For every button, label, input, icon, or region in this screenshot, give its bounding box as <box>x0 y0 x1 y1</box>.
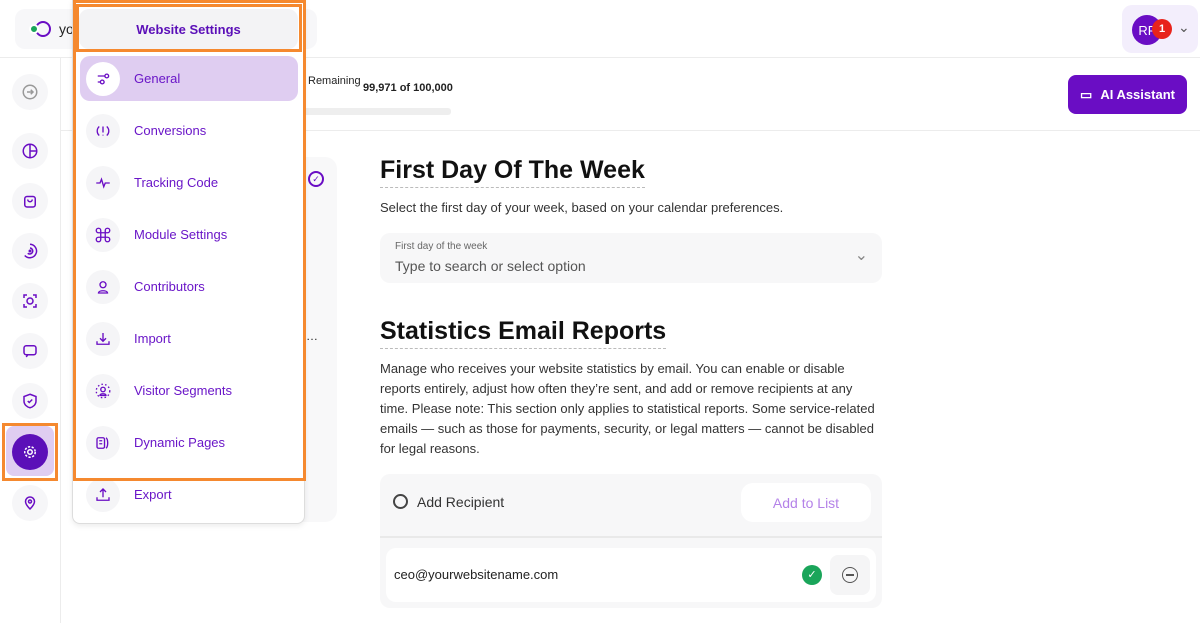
sidebar-item-recordings[interactable] <box>12 283 48 319</box>
menu-item-label: Import <box>134 331 171 346</box>
sidebar-rail <box>0 58 61 623</box>
menu-item-import[interactable]: Import <box>80 316 298 361</box>
menu-item-module-settings[interactable]: Module Settings <box>80 212 298 257</box>
usage-progress-bar <box>300 108 451 115</box>
menu-item-general[interactable]: General <box>80 56 298 101</box>
menu-item-label: Module Settings <box>134 227 228 242</box>
check-circle-icon: ✓ <box>308 171 324 187</box>
ai-assistant-button[interactable]: ▭ AI Assistant <box>1068 75 1187 114</box>
chat-icon <box>23 345 37 358</box>
week-description: Select the first day of your week, based… <box>380 200 784 215</box>
menu-item-conversions[interactable]: Conversions <box>80 108 298 153</box>
menu-item-contributors[interactable]: Contributors <box>80 264 298 309</box>
bag-icon <box>24 195 36 208</box>
sidebar-item-settings[interactable] <box>12 434 48 470</box>
download-icon <box>96 332 110 345</box>
menu-items-highlight <box>73 0 306 481</box>
minus-circle-icon <box>842 567 858 583</box>
usage-value: 99,971 of 100,000 <box>363 82 453 94</box>
shield-icon <box>23 393 37 409</box>
menu-item-label: Visitor Segments <box>134 383 233 398</box>
field-label: First day of the week <box>395 241 488 252</box>
recipient-row: ceo@yourwebsitename.com ✓ <box>386 548 876 602</box>
pages-icon <box>96 436 109 449</box>
sidebar-item-feedback[interactable] <box>12 333 48 369</box>
menu-item-visitor-segments[interactable]: Visitor Segments <box>80 368 298 413</box>
command-icon <box>95 227 111 242</box>
chevron-down-icon: ⌄ <box>1178 19 1190 35</box>
pulse-icon <box>96 176 110 189</box>
remove-recipient-button[interactable] <box>830 555 870 595</box>
focus-icon <box>23 294 37 308</box>
ai-assistant-label: AI Assistant <box>1100 87 1175 102</box>
sub-header <box>61 58 1200 131</box>
settings-highlight <box>2 423 58 481</box>
globe-icon <box>393 494 408 509</box>
sidebar-item-locations[interactable] <box>12 485 48 521</box>
reports-title: Statistics Email Reports <box>380 317 667 349</box>
menu-item-tracking-code[interactable]: Tracking Code <box>80 160 298 205</box>
menu-item-dynamic-pages[interactable]: Dynamic Pages <box>80 420 298 465</box>
recipients-panel: Add Recipient Add to List ceo@yourwebsit… <box>380 474 882 608</box>
user-menu[interactable]: RF 1 ⌄ <box>1122 5 1198 53</box>
user-icon <box>97 280 109 294</box>
sidebar-item-dashboard[interactable] <box>12 133 48 169</box>
menu-item-label: General <box>134 71 181 86</box>
recipient-email: ceo@yourwebsitename.com <box>394 567 559 582</box>
sidebar-item-heatmaps[interactable] <box>12 233 48 269</box>
first-day-select[interactable]: First day of the week Type to search or … <box>380 233 882 283</box>
chevron-down-icon: ⌄ <box>854 247 868 264</box>
reports-description: Manage who receives your website statist… <box>380 361 875 456</box>
settings-nav-card: ✓ … <box>300 157 337 522</box>
arrow-right-circle-icon <box>22 84 38 100</box>
menu-item-label: Conversions <box>134 123 207 138</box>
pie-chart-icon <box>22 143 38 159</box>
week-title: First Day Of The Week <box>380 156 645 188</box>
chat-icon: ▭ <box>1080 86 1093 102</box>
menu-item-label: Export <box>134 487 172 502</box>
map-pin-icon <box>24 496 36 511</box>
verified-icon: ✓ <box>802 565 822 585</box>
sliders-icon <box>97 72 110 85</box>
notification-badge: 1 <box>1152 19 1172 39</box>
add-recipient-label: Add Recipient <box>417 494 505 510</box>
title-highlight <box>76 4 302 52</box>
globe-icon <box>29 21 51 37</box>
ellipsis: … <box>306 329 318 343</box>
gear-icon <box>24 446 36 458</box>
select-placeholder: Type to search or select option <box>395 258 586 274</box>
usage-label: Remaining <box>308 75 361 87</box>
menu-item-label: Dynamic Pages <box>134 435 226 450</box>
menu-item-export[interactable]: Export <box>80 472 298 517</box>
sidebar-item-security[interactable] <box>12 383 48 419</box>
dropdown-title: Website Settings <box>79 9 298 49</box>
add-to-list-button[interactable]: Add to List <box>741 483 871 522</box>
segment-icon <box>95 383 111 398</box>
sidebar-item-ecommerce[interactable] <box>12 183 48 219</box>
collapse-button[interactable] <box>12 74 48 110</box>
conversion-icon <box>96 125 110 136</box>
upload-icon <box>96 487 110 501</box>
menu-item-label: Contributors <box>134 279 205 294</box>
menu-item-label: Tracking Code <box>134 175 219 190</box>
site-name: yo <box>59 21 74 37</box>
spiral-icon <box>24 243 38 259</box>
